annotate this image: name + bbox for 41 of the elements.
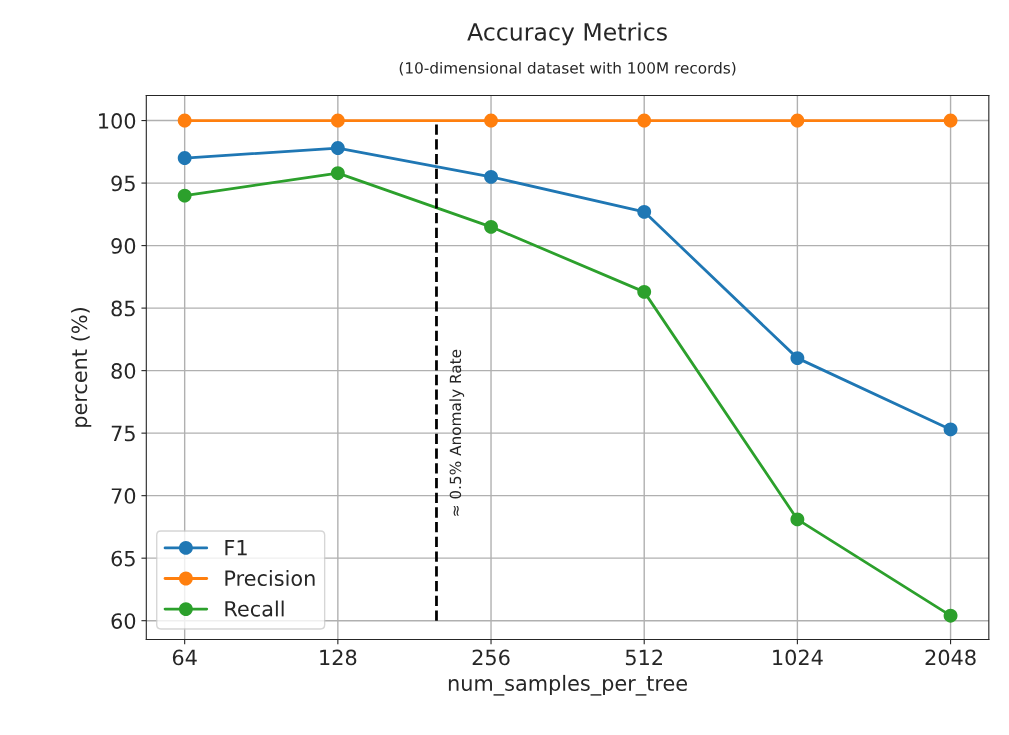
point <box>637 284 652 299</box>
y-tick-label: 60 <box>111 613 136 629</box>
y-tick-label: 80 <box>111 363 136 379</box>
point <box>637 204 652 219</box>
point <box>177 188 192 203</box>
point <box>790 351 805 366</box>
x-tick-label: 256 <box>472 649 510 666</box>
x-tick-label: 128 <box>320 649 357 666</box>
ref-line-label: ≈ 0.5% Anomaly Rate <box>449 349 465 516</box>
legend-label: F1 <box>225 540 247 556</box>
y-axis-title: percent (%) <box>71 308 92 427</box>
y-tick-label: 90 <box>111 238 136 254</box>
x-tick-label: 2048 <box>925 649 976 666</box>
point <box>484 169 498 184</box>
point <box>177 113 192 128</box>
y-tick-label: 95 <box>111 175 135 192</box>
x-tick-label: 64 <box>172 649 197 666</box>
chart-title: Accuracy Metrics <box>467 22 667 46</box>
y-tick-label: 65 <box>111 550 135 567</box>
point <box>943 422 958 437</box>
x-tick-label: 1024 <box>773 649 823 666</box>
x-tick-label: 512 <box>625 649 663 666</box>
y-tick-label: 100 <box>99 113 136 129</box>
point <box>790 113 805 128</box>
point <box>330 141 345 156</box>
point <box>177 151 192 166</box>
point <box>637 113 652 128</box>
point <box>943 113 958 128</box>
y-tick-label: 85 <box>111 300 135 317</box>
point <box>943 608 958 623</box>
point <box>484 219 498 234</box>
chart-subtitle: (10-dimensional dataset with 100M records) <box>399 61 736 76</box>
legend-label: Recall <box>225 600 284 617</box>
point <box>330 166 345 181</box>
y-tick-label: 70 <box>111 488 136 504</box>
point <box>330 113 345 128</box>
x-axis-title: num_samples_per_tree <box>448 674 687 696</box>
point <box>790 512 805 527</box>
y-tick-label: 75 <box>111 425 135 442</box>
legend-label: Precision <box>225 569 315 587</box>
point <box>484 113 498 128</box>
